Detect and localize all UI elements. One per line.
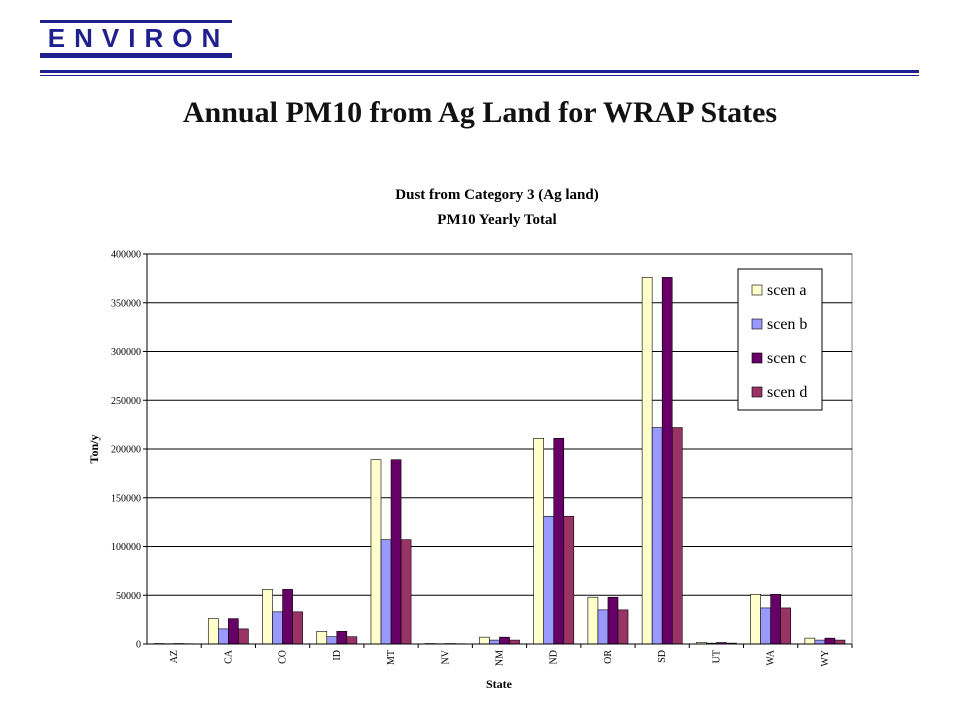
x-tick-label: NM [495, 650, 506, 666]
bar-sd-scen-c [661, 277, 673, 645]
bar-nm-scen-c [499, 636, 510, 645]
bar-wy-scen-d [834, 639, 846, 645]
x-tick-label: CA [223, 649, 234, 664]
legend-label-scen-d: scen d [767, 384, 807, 401]
bar-wa-scen-b [760, 607, 771, 645]
x-tick-label: SD [657, 650, 668, 663]
bar-co-scen-a [262, 589, 273, 645]
y-tick-label: 250000 [111, 396, 141, 407]
legend-swatch-scen-d [751, 386, 763, 398]
bar-sd-scen-b [651, 427, 663, 645]
header-rule-thin [40, 75, 919, 76]
gridlines [147, 253, 852, 596]
bar-or-scen-c [607, 596, 619, 645]
x-tick-label: AZ [169, 650, 180, 663]
y-tick-label: 350000 [111, 298, 141, 309]
x-tick-label: WY [820, 650, 831, 667]
y-tick-label: 150000 [111, 493, 141, 504]
legend-label-scen-b: scen b [767, 316, 807, 333]
bar-sd-scen-a [641, 277, 653, 645]
bar-sd-scen-d [671, 427, 683, 645]
page-title: Annual PM10 from Ag Land for WRAP States [182, 96, 778, 129]
y-axis-title: Ton/y [87, 435, 101, 464]
bar-wa-scen-c [770, 593, 781, 645]
chart-title-line-2: PM10 Yearly Total [437, 212, 556, 228]
logo-text: ENVIRON [40, 23, 232, 53]
y-tick-label: 50000 [116, 591, 141, 602]
bar-mt-scen-c [390, 459, 402, 645]
bar-mt-scen-b [380, 539, 392, 645]
bar-nd-scen-c [553, 437, 565, 645]
x-tick-label: ND [549, 650, 560, 664]
environ-logo: ENVIRON [40, 20, 232, 58]
bar-wy-scen-c [824, 637, 836, 645]
legend-label-scen-c: scen c [767, 350, 807, 367]
bar-wy-scen-b [814, 639, 826, 645]
bar-nm-scen-d [509, 639, 520, 645]
bar-wy-scen-a [804, 637, 816, 645]
bar-wa-scen-a [750, 593, 761, 645]
bar-nd-scen-d [563, 515, 575, 645]
bar-wa-scen-d [780, 607, 792, 645]
y-tick-label: 100000 [111, 542, 141, 553]
legend-swatch-scen-b [751, 318, 763, 330]
bar-co-scen-b [272, 611, 283, 645]
y-tick-label: 200000 [111, 445, 141, 456]
header-rule [40, 70, 919, 73]
bar-id-scen-d [346, 636, 358, 645]
bar-mt-scen-a [370, 459, 382, 645]
legend-swatch-scen-c [751, 352, 763, 364]
legend-label-scen-a: scen a [767, 282, 807, 299]
bar-or-scen-d [617, 609, 629, 645]
bar-nm-scen-a [479, 636, 490, 645]
y-tick-label: 400000 [111, 250, 141, 261]
x-tick-label: WA [766, 649, 777, 665]
y-axis-ticks: 0 50000 100000 150000 200000 250000 300000 3500… [111, 250, 147, 651]
bar-co-scen-c [282, 589, 293, 645]
bar-id-scen-a [316, 631, 328, 645]
bar-ca-scen-c [228, 618, 239, 645]
x-tick-label: UT [711, 650, 722, 663]
x-axis-ticks: AZ CA CO ID MT NV NM ND OR SD UT WA WY [169, 644, 853, 667]
y-tick-label: 300000 [111, 347, 141, 358]
bar-id-scen-b [326, 636, 338, 645]
bar-co-scen-d [292, 611, 303, 645]
chart-title-line-1: Dust from Category 3 (Ag land) [395, 187, 598, 203]
x-tick-label: ID [332, 650, 343, 661]
bar-nm-scen-b [489, 639, 500, 645]
bar-nd-scen-b [543, 515, 555, 645]
x-tick-label: MT [386, 650, 397, 665]
bar-ca-scen-d [238, 628, 249, 645]
bar-ca-scen-a [207, 618, 219, 645]
bars [153, 277, 846, 645]
y-tick-label: 0 [136, 640, 141, 651]
bar-nd-scen-a [533, 437, 544, 645]
bar-ca-scen-b [218, 628, 229, 645]
x-tick-label: CO [278, 650, 289, 664]
chart-legend: scen a scen b scen c scen d [737, 268, 823, 411]
x-tick-label: NV [440, 649, 451, 664]
legend-swatch-scen-a [751, 284, 763, 296]
bar-or-scen-b [597, 609, 609, 645]
bar-or-scen-a [587, 596, 599, 645]
bar-id-scen-c [336, 631, 348, 645]
x-tick-label: OR [603, 650, 614, 664]
x-axis-title: State [486, 677, 513, 691]
bar-mt-scen-d [400, 539, 412, 645]
